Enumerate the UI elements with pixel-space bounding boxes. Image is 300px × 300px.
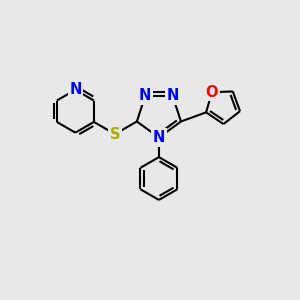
Text: N: N (167, 88, 179, 103)
Text: N: N (153, 130, 165, 145)
Text: O: O (206, 85, 218, 100)
Text: S: S (110, 127, 120, 142)
Text: N: N (69, 82, 82, 97)
Text: N: N (139, 88, 152, 103)
